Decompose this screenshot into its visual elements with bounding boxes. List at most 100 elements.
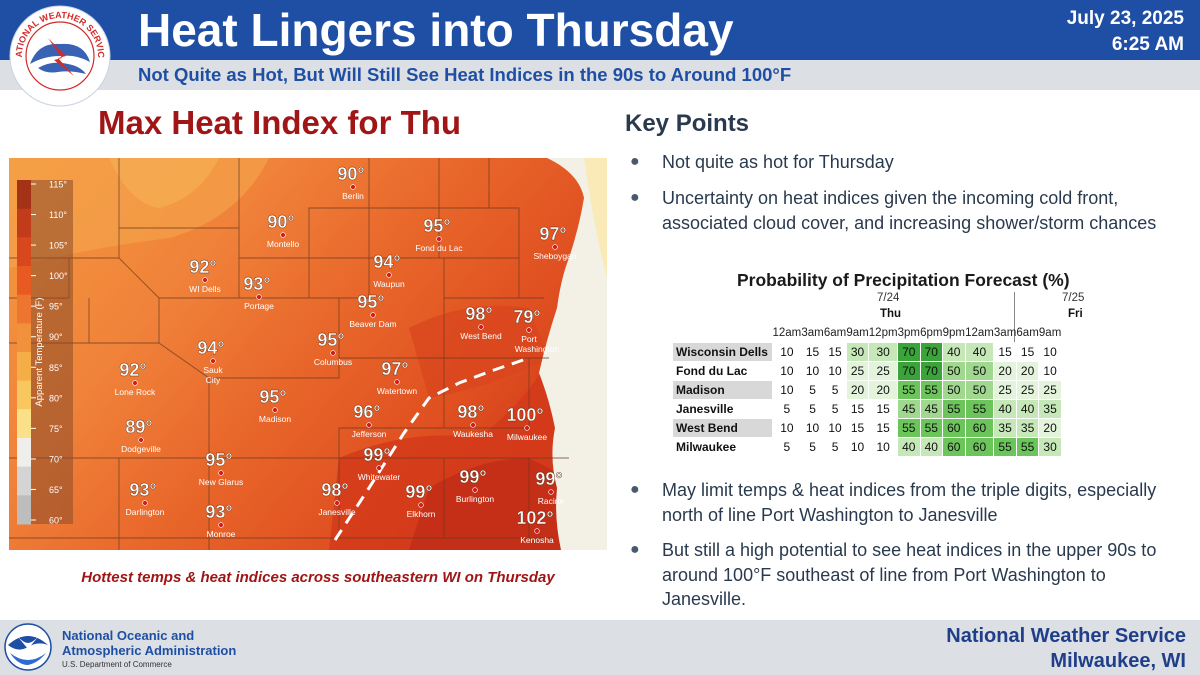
bullet-icon: ● [630, 189, 640, 206]
city-dot [524, 425, 530, 431]
pop-hour-header: 9am [846, 327, 869, 340]
city-label: 99° Whitewater [358, 445, 401, 482]
city-dot [256, 294, 262, 300]
bullet-icon: ● [630, 541, 640, 558]
legend-color-band [17, 495, 31, 525]
city-heat-index: 93° [243, 274, 270, 294]
pop-location: Madison [672, 379, 773, 400]
city-heat-index: 92° [119, 360, 146, 380]
city-label: 99° Elkhorn [405, 482, 435, 519]
pop-value: 25 [1015, 379, 1040, 400]
city-dot [418, 502, 424, 508]
pop-value: 5 [800, 379, 825, 400]
pop-value: 55 [897, 379, 921, 400]
legend-color-band [17, 208, 31, 238]
city-label: 96° Jefferson [352, 402, 387, 439]
legend-tick-label: 75° [49, 424, 63, 434]
city-label: 90° Berlin [337, 164, 365, 201]
legend-color-band [17, 294, 31, 324]
pop-value: 35 [1015, 417, 1040, 438]
pop-value: 25 [993, 379, 1017, 400]
legend-tick-label: 80° [49, 393, 63, 403]
pop-value: 15 [868, 398, 899, 419]
city-heat-index: 99° [535, 469, 562, 489]
city-name: Burlington [456, 494, 495, 504]
pop-value: 15 [868, 417, 899, 438]
pop-value: 50 [942, 360, 966, 381]
pop-value: 40 [964, 341, 995, 362]
pop-value: 5 [823, 398, 847, 419]
city-name: Whitewater [358, 472, 401, 482]
pop-value: 40 [942, 341, 966, 362]
city-dot [218, 522, 224, 528]
pop-value: 55 [964, 398, 995, 419]
city-dot [350, 184, 356, 190]
city-heat-index: 93° [129, 480, 156, 500]
pop-value: 15 [845, 398, 870, 419]
pop-value: 20 [1015, 360, 1040, 381]
legend-color-band [17, 266, 31, 296]
pop-value: 10 [1038, 341, 1062, 362]
pop-value: 10 [772, 341, 802, 362]
pop-day-date: 7/25 [1062, 292, 1085, 304]
city-label: 93° Monroe [205, 502, 235, 539]
city-heat-index: 94° [373, 252, 400, 272]
city-name: City [206, 375, 221, 385]
pop-value: 15 [1015, 341, 1040, 362]
key-point-text: Not quite as hot for Thursday [662, 152, 894, 172]
city-dot [552, 244, 558, 250]
city-heat-index: 99° [459, 467, 486, 487]
pop-day-name: Thu [880, 308, 902, 320]
key-point-text: But still a high potential to see heat i… [662, 540, 1157, 609]
city-heat-index: 92° [189, 257, 216, 277]
key-point-text: May limit temps & heat indices from the … [662, 480, 1157, 525]
city-label: 95° Madison [259, 387, 291, 424]
pop-value: 25 [868, 360, 899, 381]
pop-value: 20 [845, 379, 870, 400]
header-bar [0, 0, 1200, 60]
city-name: Port [521, 334, 537, 344]
pop-value: 70 [897, 341, 921, 362]
pop-value: 60 [942, 436, 966, 457]
city-dot [138, 437, 144, 443]
pop-hour-header: 6am [823, 327, 847, 340]
legend-tick-label: 85° [49, 363, 63, 373]
city-name: Fond du Lac [415, 243, 463, 253]
pop-value: 15 [993, 341, 1017, 362]
city-dot [394, 379, 400, 385]
noaa-department: U.S. Department of Commerce [62, 660, 172, 669]
city-heat-index: 95° [357, 292, 384, 312]
office-name-line2: Milwaukee, WI [1050, 650, 1186, 672]
pop-value: 10 [845, 436, 870, 457]
city-dot [334, 500, 340, 506]
pop-value: 25 [845, 360, 870, 381]
map-title: Max Heat Index for Thu [98, 104, 462, 141]
pop-value: 20 [868, 379, 899, 400]
pop-value: 30 [1038, 436, 1062, 457]
city-heat-index: 90° [267, 212, 294, 232]
pop-value: 10 [800, 417, 825, 438]
city-dot [366, 422, 372, 428]
city-name: Sheboygan [533, 251, 576, 261]
city-dot [376, 465, 382, 471]
city-name: WI Dells [189, 284, 221, 294]
city-label: 95° Fond du Lac [415, 216, 463, 253]
city-name: Lone Rock [115, 387, 156, 397]
city-heat-index: 97° [539, 224, 566, 244]
city-label: 99° Racine [535, 469, 564, 506]
city-dot [548, 489, 554, 495]
legend-color-band [17, 380, 31, 410]
pop-value: 10 [772, 379, 802, 400]
pop-value: 50 [964, 360, 995, 381]
pop-value: 40 [897, 436, 921, 457]
city-name: Watertown [377, 386, 418, 396]
pop-value: 15 [800, 341, 825, 362]
pop-value: 5 [823, 379, 847, 400]
city-heat-index: 95° [423, 216, 450, 236]
pop-value: 30 [868, 341, 899, 362]
pop-value: 45 [919, 398, 944, 419]
pop-value: 55 [919, 379, 944, 400]
city-dot [280, 232, 286, 238]
